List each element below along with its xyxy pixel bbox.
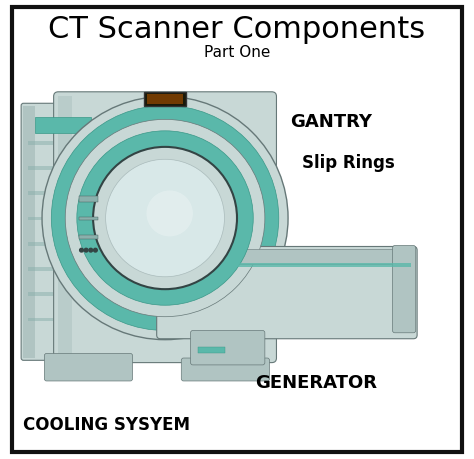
Text: COOLING SYSYEM: COOLING SYSYEM [23,415,191,434]
Circle shape [84,248,88,252]
FancyBboxPatch shape [392,246,416,333]
Bar [79,217,98,220]
Bar [147,94,182,104]
Circle shape [93,147,237,289]
Bar [35,117,91,133]
Bar [165,263,411,267]
Text: GENERATOR: GENERATOR [255,374,378,392]
Bar [28,318,93,321]
Bar [28,292,93,296]
Bar [28,166,93,170]
Bar [79,196,98,202]
Bar [28,191,93,195]
Text: Slip Rings: Slip Rings [302,154,395,172]
FancyBboxPatch shape [191,330,265,365]
Bar [28,242,93,246]
Circle shape [65,119,265,317]
Circle shape [146,190,193,236]
Bar [165,249,411,264]
Circle shape [80,248,83,252]
FancyBboxPatch shape [45,353,133,381]
Bar [23,106,35,358]
FancyBboxPatch shape [21,103,114,360]
Text: Part One: Part One [204,45,270,60]
Bar [28,267,93,271]
Text: GANTRY: GANTRY [291,112,373,131]
Bar [79,235,98,239]
Bar [28,217,93,220]
Circle shape [42,96,288,340]
Circle shape [106,159,225,277]
Circle shape [77,131,253,305]
FancyBboxPatch shape [54,92,276,363]
Bar [198,347,226,353]
Bar [58,96,72,358]
FancyBboxPatch shape [181,358,270,381]
Bar [28,141,93,145]
Circle shape [89,248,92,252]
Bar [144,92,186,106]
Text: CT Scanner Components: CT Scanner Components [48,15,426,45]
Circle shape [93,248,97,252]
Circle shape [51,106,279,330]
FancyBboxPatch shape [157,246,417,339]
